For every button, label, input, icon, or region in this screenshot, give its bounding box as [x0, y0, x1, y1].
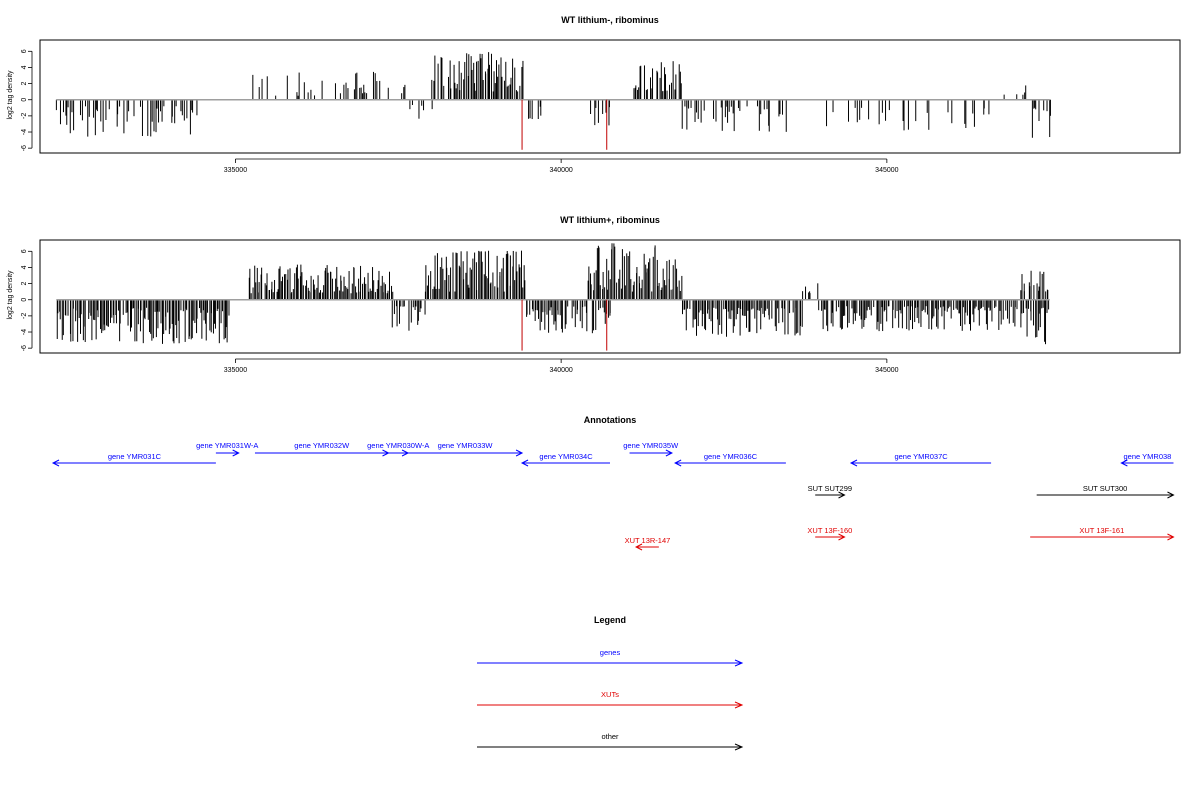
legend-label: other — [601, 732, 619, 741]
y-tick-label: -6 — [21, 345, 28, 351]
legend: genes XUTs other — [477, 648, 744, 751]
annotation-feature: gene YMR034C — [520, 452, 610, 467]
annotation-arrowhead — [1167, 491, 1175, 499]
y-tick-label: 2 — [21, 282, 28, 286]
annotation-arrowhead — [838, 491, 846, 499]
x-tick-label: 340000 — [549, 167, 572, 174]
annotation-arrowhead — [515, 449, 524, 457]
y-tick-label: 0 — [21, 298, 28, 302]
legend-arrowhead — [734, 659, 744, 667]
annotation-arrowhead — [520, 459, 529, 467]
annotation-label: XUT 13R-147 — [625, 536, 671, 545]
legend-label: XUTs — [601, 690, 619, 699]
annotation-label: gene YMR031W-A — [196, 441, 258, 450]
y-tick-label: 6 — [21, 249, 28, 253]
x-tick-label: 335000 — [224, 367, 247, 374]
legend-label: genes — [600, 648, 621, 657]
annotation-feature: gene YMR030W-A — [367, 441, 429, 457]
annotation-arrowhead — [665, 449, 674, 457]
annotation-feature: gene YMR038 — [1120, 452, 1174, 467]
annotation-feature: XUT 13R-147 — [625, 536, 671, 551]
annotation-arrowhead — [1120, 459, 1128, 467]
data-bars — [55, 52, 1051, 138]
annotation-label: gene YMR036C — [704, 452, 758, 461]
annotation-arrowhead — [1167, 533, 1175, 541]
annotation-label: gene YMR034C — [539, 452, 593, 461]
y-tick-label: 4 — [21, 65, 28, 69]
panel-1-plot: -6 -4 -2 0 2 4 6 335000 340000 345000 — [21, 39, 1181, 174]
annotation-label: gene YMR035W — [623, 441, 679, 450]
annotation-label: SUT SUT300 — [1083, 484, 1127, 493]
annotation-arrowhead — [232, 449, 240, 457]
panel-1-ylabel: log2 tag density — [7, 70, 14, 120]
annotation-feature: gene YMR031W-A — [196, 441, 258, 457]
annotation-feature: gene YMR036C — [674, 452, 786, 467]
annotation-tracks: gene YMR031C gene YMR031W-A gene YMR032W ge… — [51, 441, 1175, 551]
plot-frame — [39, 239, 1181, 354]
y-tick-label: 4 — [21, 265, 28, 269]
annotation-arrowhead — [51, 459, 60, 467]
y-tick-label: 0 — [21, 98, 28, 102]
annotation-label: gene YMR038 — [1124, 452, 1172, 461]
annotation-feature: XUT 13F-160 — [807, 526, 852, 541]
y-tick-label: 2 — [21, 82, 28, 86]
annotation-label: XUT 13F-160 — [807, 526, 852, 535]
panel-2-title: WT lithium+, ribominus — [560, 215, 660, 225]
annotation-arrowhead — [849, 459, 858, 467]
panel-1-title: WT lithium-, ribominus — [561, 15, 659, 25]
legend-entry: other — [477, 732, 744, 751]
annotation-arrowhead — [674, 459, 682, 467]
legend-entry: genes — [477, 648, 744, 667]
annotation-arrowhead — [634, 543, 643, 551]
annotation-label: XUT 13F-161 — [1079, 526, 1124, 535]
y-tick-label: 6 — [21, 49, 28, 53]
y-tick-label: -4 — [21, 329, 28, 335]
annotations-title: Annotations — [584, 415, 637, 425]
annotation-arrowhead — [838, 533, 846, 541]
panel-2-ylabel: log2 tag density — [7, 270, 14, 320]
annotation-feature: gene YMR037C — [849, 452, 992, 467]
plot-frame — [39, 39, 1181, 154]
annotation-feature: gene YMR033W — [408, 441, 524, 457]
y-tick-label: -4 — [21, 129, 28, 135]
annotation-label: SUT SUT299 — [808, 484, 852, 493]
x-tick-label: 340000 — [549, 367, 572, 374]
annotation-feature: gene YMR031C — [51, 452, 216, 467]
x-tick-label: 335000 — [224, 167, 247, 174]
annotation-feature: SUT SUT299 — [808, 484, 852, 499]
annotation-feature: gene YMR035W — [623, 441, 679, 457]
legend-title: Legend — [594, 615, 626, 625]
annotation-feature: SUT SUT300 — [1036, 484, 1175, 499]
data-bars — [56, 243, 1050, 345]
x-tick-label: 345000 — [875, 367, 898, 374]
legend-arrowhead — [734, 743, 744, 751]
annotation-label: gene YMR032W — [294, 441, 350, 450]
annotation-label: gene YMR033W — [438, 441, 494, 450]
annotation-label: gene YMR030W-A — [367, 441, 429, 450]
panel-2-plot: -6 -4 -2 0 2 4 6 335000 340000 345000 — [21, 239, 1181, 374]
x-tick-label: 345000 — [875, 167, 898, 174]
y-tick-label: -2 — [21, 313, 28, 319]
annotation-feature: XUT 13F-161 — [1030, 526, 1175, 541]
annotation-label: gene YMR031C — [108, 452, 162, 461]
legend-entry: XUTs — [477, 690, 744, 709]
annotation-label: gene YMR037C — [894, 452, 948, 461]
y-tick-label: -6 — [21, 145, 28, 151]
legend-arrowhead — [734, 701, 744, 709]
y-tick-label: -2 — [21, 113, 28, 119]
